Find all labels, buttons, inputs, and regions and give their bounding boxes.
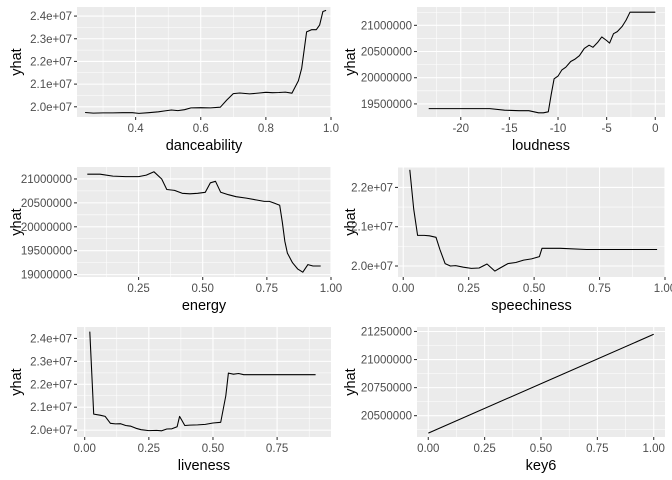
x-tick-label: -5	[602, 123, 612, 135]
y-tick-label: 2.2e+07	[30, 56, 72, 68]
x-tick-label: 0.75	[588, 283, 610, 295]
yhat-series-line	[89, 331, 316, 432]
chart-panel-danceability: 0.4 0.6 0.8 1.0 2.0e+07 2.1e+07 2.2e+07 2.3e+07…	[9, 7, 339, 154]
y-tick-label: 21000000	[21, 174, 72, 186]
x-tick-label: 0.50	[530, 443, 552, 455]
y-tick-label: 20500000	[361, 411, 412, 423]
y-tick-label: 20000000	[361, 73, 412, 85]
chart-panel-loudness: -20 -15 -10 -5 0 19500000 20000000 20500000 2100…	[343, 7, 665, 154]
y-axis-title: yhat	[343, 208, 359, 235]
yhat-series-line	[409, 169, 658, 272]
y-tick-label: 2.2e+07	[30, 379, 72, 391]
x-axis-title: liveness	[178, 458, 230, 474]
x-tick-label: 0.75	[586, 443, 608, 455]
y-tick-label: 21000000	[361, 355, 412, 367]
x-tick-label: 0.25	[127, 283, 149, 295]
y-tick-label: 2.3e+07	[30, 34, 72, 46]
panel-background	[77, 167, 331, 277]
x-tick-label: 0.50	[192, 283, 214, 295]
x-tick-label: 0.00	[392, 283, 414, 295]
yhat-series-line	[428, 11, 656, 114]
y-axis-title: yhat	[343, 48, 359, 75]
x-tick-label: 1.00	[643, 443, 665, 455]
x-tick-label: 0	[652, 123, 658, 135]
x-tick-label: 0.25	[457, 283, 479, 295]
x-axis-title: loudness	[512, 138, 570, 154]
x-tick-label: 0.50	[202, 443, 224, 455]
x-tick-label: 0.4	[128, 123, 145, 135]
x-tick-label: 0.00	[74, 443, 96, 455]
x-tick-label: -10	[550, 123, 567, 135]
y-tick-label: 2.1e+07	[351, 222, 393, 234]
y-tick-label: 21250000	[361, 326, 412, 338]
y-tick-label: 2.1e+07	[30, 79, 72, 91]
chart-panel-key6: 0.00 0.25 0.50 0.75 1.00 20500000 20750000 2100…	[343, 326, 665, 474]
y-tick-label: 2.1e+07	[30, 402, 72, 414]
x-tick-label: 0.8	[258, 123, 274, 135]
x-tick-label: -15	[501, 123, 518, 135]
x-tick-label: 1.00	[654, 283, 672, 295]
panel-background	[417, 7, 665, 117]
x-tick-label: 0.75	[266, 443, 288, 455]
y-tick-label: 21000000	[361, 20, 412, 32]
y-tick-label: 20750000	[361, 383, 412, 395]
panel-background	[77, 327, 331, 437]
x-axis-title: key6	[526, 458, 557, 474]
y-tick-label: 20000000	[21, 222, 72, 234]
yhat-series-line	[85, 9, 327, 114]
x-tick-label: -20	[452, 123, 469, 135]
x-axis-title: danceability	[166, 138, 243, 154]
chart-panel-speechiness: 0.00 0.25 0.50 0.75 1.00 2.0e+07 2.1e+07 2.2e+0…	[343, 167, 672, 314]
y-tick-label: 2.0e+07	[30, 425, 72, 437]
x-tick-label: 1.00	[320, 283, 342, 295]
y-tick-label: 2.0e+07	[351, 261, 393, 273]
x-tick-label: 1.0	[323, 123, 339, 135]
x-tick-label: 0.25	[138, 443, 160, 455]
y-tick-label: 2.0e+07	[30, 102, 72, 114]
x-axis-title: speechiness	[491, 298, 572, 314]
y-tick-label: 2.3e+07	[30, 356, 72, 368]
x-tick-label: 0.75	[256, 283, 278, 295]
y-axis-title: yhat	[9, 48, 25, 75]
y-tick-label: 2.4e+07	[30, 11, 72, 23]
y-axis-title: yhat	[9, 368, 25, 395]
x-tick-label: 0.6	[193, 123, 209, 135]
yhat-series-line	[428, 333, 654, 434]
y-axis-title: yhat	[9, 208, 25, 235]
y-tick-label: 20500000	[21, 198, 72, 210]
y-tick-label: 2.2e+07	[351, 182, 393, 194]
x-axis-title: energy	[182, 298, 227, 314]
yhat-series-line	[87, 171, 321, 273]
x-tick-label: 0.50	[523, 283, 545, 295]
x-tick-label: 0.25	[473, 443, 495, 455]
y-tick-label: 19500000	[361, 99, 412, 111]
y-tick-label: 19500000	[21, 246, 72, 258]
panel-background	[77, 7, 331, 117]
y-tick-label: 20500000	[361, 47, 412, 59]
x-tick-label: 0.00	[417, 443, 439, 455]
y-tick-label: 19000000	[21, 270, 72, 282]
y-tick-label: 2.4e+07	[30, 333, 72, 345]
chart-panel-liveness: 0.00 0.25 0.50 0.75 2.0e+07 2.1e+07 2.2e+07 2.3…	[9, 327, 331, 474]
chart-panel-energy: 0.25 0.50 0.75 1.00 19000000 19500000 20000000…	[9, 167, 342, 314]
panel-background	[398, 167, 665, 277]
y-axis-title: yhat	[343, 368, 359, 395]
